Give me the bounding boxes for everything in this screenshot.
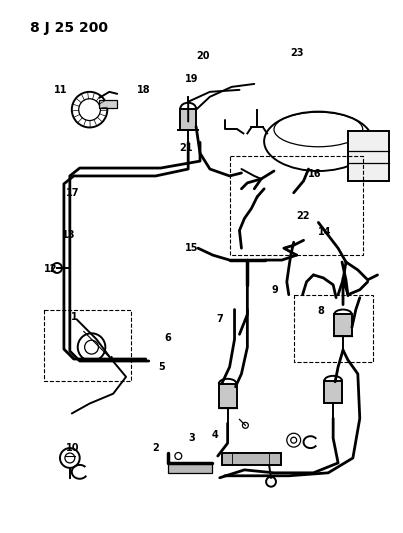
Text: 14: 14	[318, 227, 331, 237]
Bar	[219, 384, 237, 408]
Text: 1: 1	[71, 312, 78, 321]
Bar	[294, 295, 373, 362]
Text: 19: 19	[185, 74, 198, 84]
Text: 8 J 25 200: 8 J 25 200	[30, 21, 108, 35]
Bar	[348, 132, 389, 181]
Text: 16: 16	[308, 169, 322, 179]
Text: 7: 7	[216, 314, 223, 324]
Text: 23: 23	[290, 48, 303, 58]
Text: 4: 4	[212, 430, 219, 440]
Text: 8: 8	[317, 306, 324, 316]
Bar	[334, 314, 352, 336]
Bar	[44, 310, 131, 381]
Text: 6: 6	[164, 333, 171, 343]
Text: 11: 11	[54, 85, 67, 95]
Text: 3: 3	[188, 433, 195, 443]
Text: 5: 5	[158, 362, 165, 372]
Text: 20: 20	[197, 51, 210, 61]
Text: 22: 22	[296, 212, 310, 221]
Text: 17: 17	[66, 188, 79, 198]
Bar	[222, 453, 281, 465]
Bar	[168, 463, 212, 473]
Bar	[100, 100, 117, 108]
Text: 12: 12	[44, 264, 57, 274]
Text: 9: 9	[272, 285, 278, 295]
Text: 2: 2	[152, 443, 159, 454]
Text: 15: 15	[185, 243, 198, 253]
Bar	[230, 156, 363, 255]
Bar	[180, 109, 196, 131]
Text: 18: 18	[137, 85, 151, 95]
Bar	[324, 381, 342, 402]
Text: 21: 21	[179, 143, 192, 153]
Text: 13: 13	[62, 230, 75, 240]
Text: 10: 10	[66, 443, 79, 454]
